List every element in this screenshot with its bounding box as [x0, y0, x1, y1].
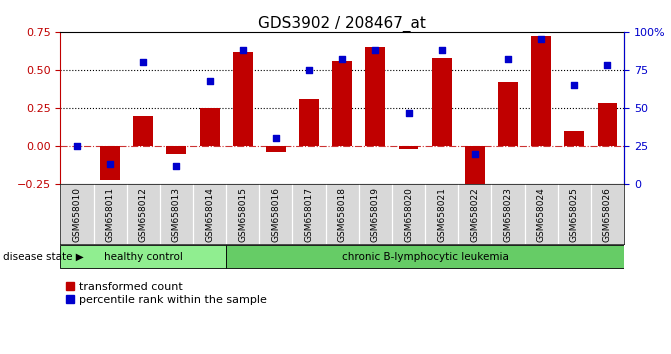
FancyBboxPatch shape	[60, 246, 226, 268]
Bar	[233, 52, 253, 146]
Bar	[531, 36, 551, 146]
Bar	[498, 82, 518, 146]
Text: healthy control: healthy control	[104, 252, 183, 262]
Point	[503, 56, 513, 62]
Point	[304, 67, 315, 73]
Text: GSM658012: GSM658012	[139, 187, 148, 242]
Text: chronic B-lymphocytic leukemia: chronic B-lymphocytic leukemia	[342, 252, 509, 262]
Text: GSM658019: GSM658019	[371, 187, 380, 242]
Text: GSM658015: GSM658015	[238, 187, 247, 242]
Bar	[399, 146, 419, 149]
Text: GSM658013: GSM658013	[172, 187, 181, 242]
Bar	[299, 99, 319, 146]
Bar	[564, 131, 584, 146]
Point	[204, 78, 215, 84]
Point	[602, 63, 613, 68]
Point	[436, 47, 447, 53]
Text: GSM658017: GSM658017	[305, 187, 313, 242]
Text: GSM658022: GSM658022	[470, 187, 479, 242]
Point	[370, 47, 380, 53]
Text: GSM658025: GSM658025	[570, 187, 579, 242]
Point	[470, 151, 480, 156]
Text: GSM658020: GSM658020	[404, 187, 413, 242]
Point	[105, 161, 115, 167]
Bar	[266, 146, 286, 152]
Bar	[597, 103, 617, 146]
Point	[72, 143, 83, 149]
Point	[171, 163, 182, 169]
Text: GSM658024: GSM658024	[537, 187, 546, 242]
Text: GSM658026: GSM658026	[603, 187, 612, 242]
Bar	[332, 61, 352, 146]
Text: GSM658021: GSM658021	[437, 187, 446, 242]
Bar	[465, 146, 484, 192]
Point	[238, 47, 248, 53]
Point	[403, 110, 414, 115]
Text: GSM658014: GSM658014	[205, 187, 214, 242]
Text: GSM658011: GSM658011	[105, 187, 115, 242]
Bar	[366, 47, 385, 146]
Point	[337, 56, 348, 62]
Bar	[100, 146, 120, 179]
Text: GSM658018: GSM658018	[338, 187, 347, 242]
Point	[569, 82, 580, 88]
FancyBboxPatch shape	[226, 246, 624, 268]
Bar	[134, 115, 153, 146]
Point	[138, 59, 149, 65]
Legend: transformed count, percentile rank within the sample: transformed count, percentile rank withi…	[66, 282, 267, 305]
Bar	[431, 58, 452, 146]
Bar	[166, 146, 187, 154]
Point	[270, 136, 281, 141]
Point	[535, 37, 546, 42]
Text: GSM658016: GSM658016	[271, 187, 280, 242]
Text: GSM658010: GSM658010	[72, 187, 81, 242]
Title: GDS3902 / 208467_at: GDS3902 / 208467_at	[258, 16, 426, 32]
Bar	[200, 108, 219, 146]
Text: disease state ▶: disease state ▶	[3, 252, 84, 262]
Text: GSM658023: GSM658023	[503, 187, 513, 242]
